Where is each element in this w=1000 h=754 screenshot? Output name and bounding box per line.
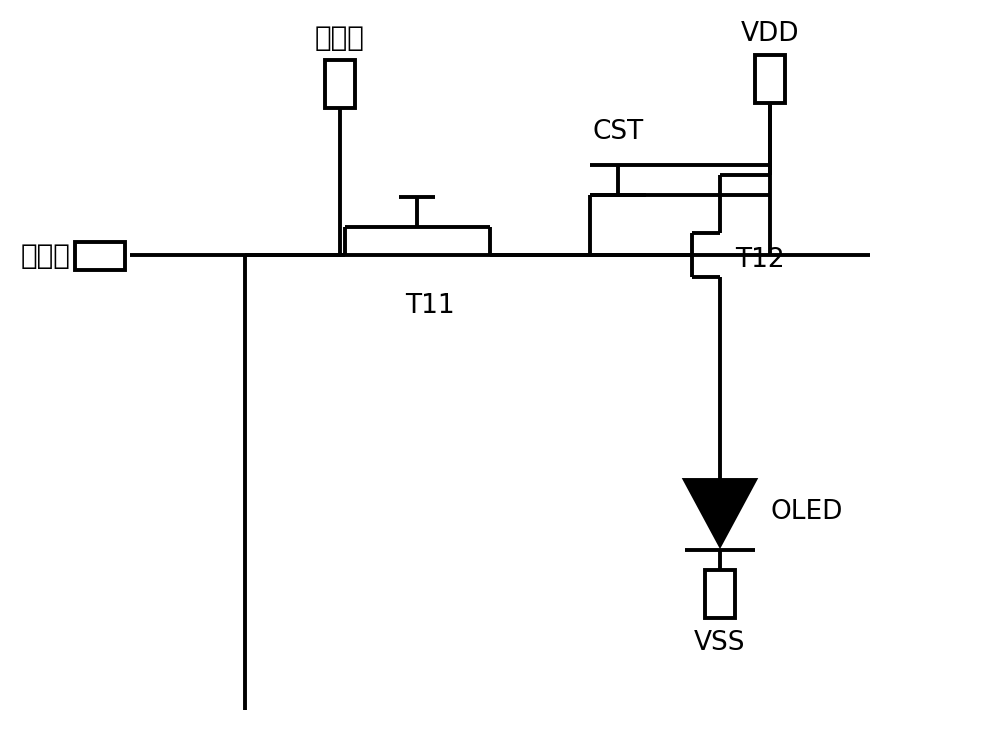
Text: 数据线: 数据线 bbox=[315, 24, 365, 52]
Bar bbox=[755, 55, 785, 103]
Text: 扫描线: 扫描线 bbox=[20, 242, 70, 270]
Bar bbox=[325, 60, 355, 108]
Polygon shape bbox=[685, 480, 755, 545]
Bar bbox=[705, 570, 735, 618]
Text: VSS: VSS bbox=[694, 630, 746, 656]
Text: CST: CST bbox=[592, 119, 644, 145]
Text: T12: T12 bbox=[735, 247, 785, 273]
Bar bbox=[75, 242, 125, 270]
Text: VDD: VDD bbox=[741, 21, 799, 47]
Text: T11: T11 bbox=[405, 293, 455, 319]
Text: OLED: OLED bbox=[770, 499, 842, 525]
